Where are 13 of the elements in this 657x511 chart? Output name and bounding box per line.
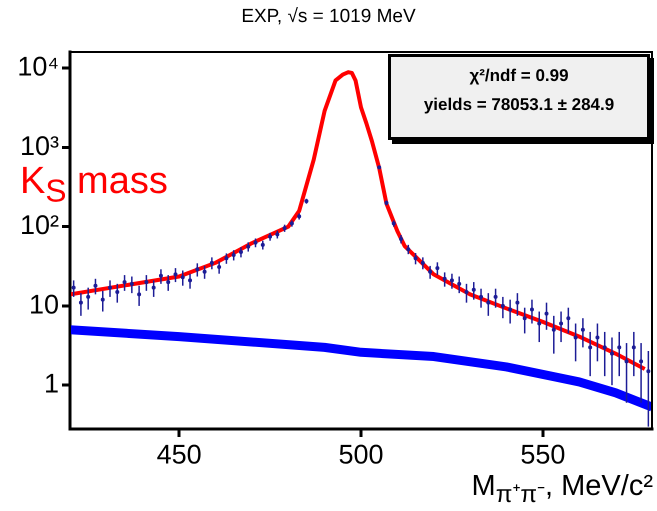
- y-tick-label: 10²: [20, 210, 59, 240]
- y-tick-label: 10⁴: [17, 52, 59, 82]
- x-axis-title: M$_{π⁺π⁻}$, MeV/c²: [472, 470, 653, 509]
- y-tick-label: 10³: [20, 130, 59, 161]
- x-tick-label: 500: [338, 440, 384, 470]
- x-tick-label: 550: [520, 440, 566, 470]
- annotation: χ²/ndf = 0.99: [468, 66, 570, 86]
- y-tick-label: 10: [28, 289, 59, 320]
- annotation: K$_{S}$ mass: [20, 160, 168, 210]
- y-tick-label: 1: [44, 368, 59, 399]
- annotation: yields = 78053.1 ± 284.9: [422, 95, 616, 115]
- chart-title: EXP, √s = 1019 MeV: [240, 6, 417, 28]
- x-tick-label: 450: [156, 440, 202, 470]
